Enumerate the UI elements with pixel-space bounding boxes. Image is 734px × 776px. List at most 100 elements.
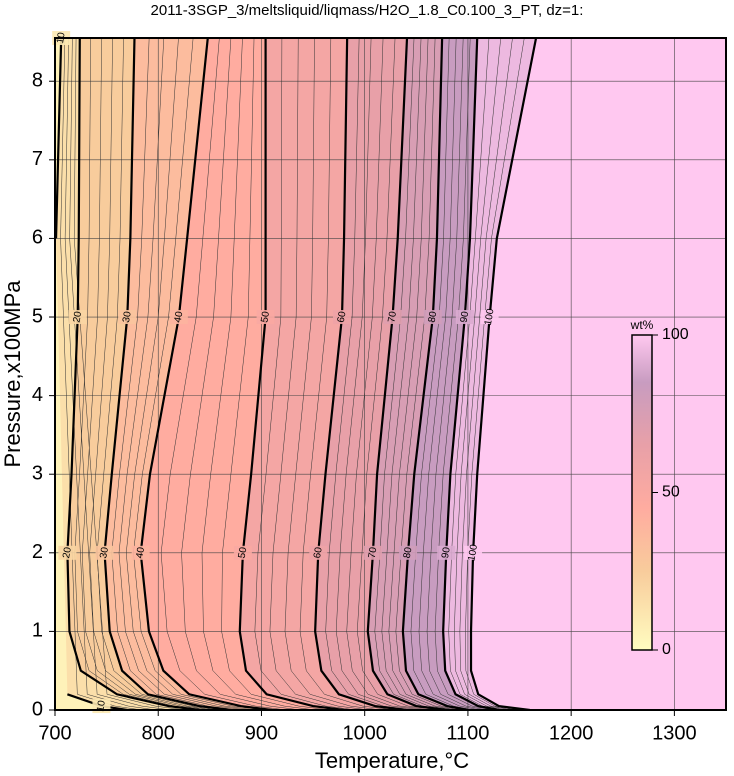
minor-contour bbox=[269, 38, 369, 710]
minor-contour bbox=[160, 38, 287, 710]
contour-label: 80 bbox=[402, 546, 415, 559]
contour-label-bg bbox=[423, 310, 442, 325]
contour-lines bbox=[55, 38, 726, 710]
contour-label: 100 bbox=[483, 307, 497, 326]
contour-label-bg bbox=[256, 310, 275, 325]
minor-contour bbox=[69, 38, 171, 710]
contour-fill bbox=[471, 38, 726, 710]
minor-contour bbox=[325, 38, 415, 710]
minor-contour bbox=[133, 38, 264, 710]
minor-contour bbox=[418, 38, 481, 710]
minor-contour bbox=[410, 38, 475, 710]
contour-label: 50 bbox=[237, 546, 250, 559]
y-tick-label: 8 bbox=[32, 70, 43, 92]
x-tick-label: 1000 bbox=[342, 722, 387, 744]
contour-label: 90 bbox=[459, 310, 472, 323]
minor-contour bbox=[381, 38, 456, 710]
minor-contour bbox=[434, 38, 493, 710]
contour-line bbox=[366, 38, 448, 710]
minor-contour bbox=[82, 38, 212, 710]
minor-contour bbox=[448, 38, 506, 710]
colorbar bbox=[631, 334, 653, 651]
chart-title: 2011-3SGP_3/meltsliquid/liqmass/H2O_1.8_… bbox=[151, 2, 584, 19]
y-tick-label: 2 bbox=[32, 541, 43, 563]
x-tick-label: 1200 bbox=[549, 722, 594, 744]
y-tick-label: 0 bbox=[32, 698, 43, 720]
contour-label-bg bbox=[68, 310, 87, 325]
minor-contour bbox=[73, 38, 186, 710]
minor-contour bbox=[299, 38, 394, 710]
contour-label: 100 bbox=[466, 543, 480, 562]
contour-label-bg bbox=[332, 310, 351, 325]
contour-line bbox=[66, 38, 200, 710]
minor-contour bbox=[111, 38, 239, 710]
contour-label-bg bbox=[437, 545, 456, 560]
contour-label: 50 bbox=[259, 310, 272, 323]
minor-contour bbox=[118, 38, 248, 710]
contour-label-bg bbox=[233, 545, 252, 560]
y-tick-label: 1 bbox=[32, 620, 43, 642]
contour-label: 20 bbox=[61, 546, 74, 559]
contour-line bbox=[442, 38, 500, 710]
minor-contour bbox=[388, 38, 460, 710]
plot-frame bbox=[54, 37, 727, 711]
y-tick-label: 4 bbox=[32, 384, 43, 406]
contour-label: 30 bbox=[121, 310, 134, 323]
colorbar-tick-label: 0 bbox=[662, 641, 671, 658]
contour-line bbox=[401, 38, 469, 710]
contour-label-bg bbox=[95, 545, 114, 560]
minor-contour bbox=[335, 38, 423, 710]
contour-label: 40 bbox=[173, 310, 186, 323]
y-tick-label: 7 bbox=[32, 148, 43, 170]
contour-label-bg bbox=[455, 310, 474, 325]
x-tick-label: 700 bbox=[38, 722, 71, 744]
x-tick-label: 800 bbox=[142, 722, 175, 744]
y-axis-label: Pressure,x100MPa bbox=[0, 280, 25, 468]
contour-label-bg bbox=[383, 310, 402, 325]
contour-label-bg bbox=[309, 545, 328, 560]
contour-line bbox=[314, 38, 407, 710]
x-tick-label: 900 bbox=[245, 722, 278, 744]
minor-contour bbox=[64, 38, 157, 710]
minor-contour bbox=[357, 38, 440, 710]
y-tick-label: 5 bbox=[32, 305, 43, 327]
contour-label: 60 bbox=[312, 546, 325, 559]
contour-line bbox=[103, 38, 231, 710]
minor-contour bbox=[96, 38, 225, 710]
contour-label: 30 bbox=[98, 546, 111, 559]
minor-contour bbox=[374, 38, 452, 710]
minor-contour bbox=[426, 38, 487, 710]
contour-line bbox=[469, 38, 538, 710]
minor-contour bbox=[254, 38, 357, 710]
x-tick-label: 1300 bbox=[652, 722, 697, 744]
minor-contour bbox=[74, 38, 206, 710]
contour-label: 80 bbox=[427, 310, 440, 323]
contour-line bbox=[139, 38, 272, 710]
minor-contour bbox=[454, 38, 512, 710]
x-tick-label: 1100 bbox=[446, 722, 489, 744]
y-tick-label: 6 bbox=[32, 227, 43, 249]
contour-label: 70 bbox=[367, 546, 380, 559]
contour-label-bg bbox=[363, 545, 382, 560]
minor-contour bbox=[60, 38, 142, 710]
fills bbox=[55, 38, 726, 710]
minor-contour bbox=[284, 38, 382, 710]
contour-line bbox=[238, 38, 345, 710]
colorbar-tick-label: 100 bbox=[662, 326, 689, 343]
contour-label: 40 bbox=[134, 546, 147, 559]
minor-contour bbox=[395, 38, 464, 710]
contour-label: 70 bbox=[386, 310, 399, 323]
overlay: 1010202030304040505060607070808090901001… bbox=[32, 31, 727, 744]
minor-contour bbox=[459, 38, 518, 710]
contour-label-bg bbox=[169, 310, 188, 325]
contour-label: 90 bbox=[440, 546, 453, 559]
minor-contour bbox=[201, 38, 316, 710]
minor-contour bbox=[465, 38, 525, 710]
contour-label-bg bbox=[480, 310, 499, 325]
contour-label: 20 bbox=[71, 310, 84, 323]
colorbar-tick-label: 50 bbox=[662, 484, 680, 501]
contour-label: 60 bbox=[336, 310, 349, 323]
minor-contour bbox=[181, 38, 301, 710]
contour-label-bg bbox=[118, 310, 137, 325]
